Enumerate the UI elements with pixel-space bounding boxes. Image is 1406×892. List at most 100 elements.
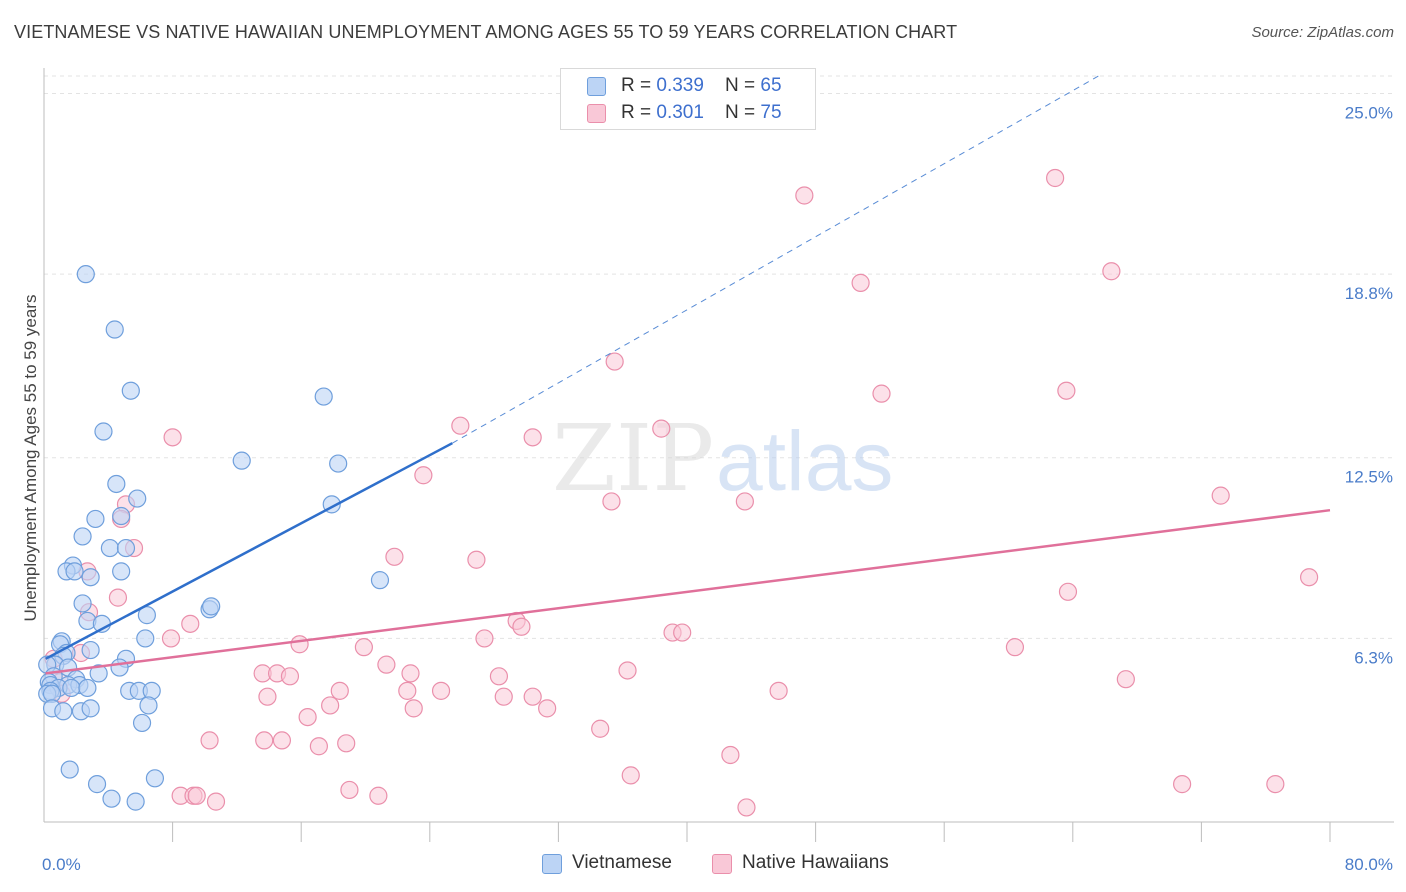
vietnamese-point <box>126 792 145 811</box>
x-tick-label-0: 0.0% <box>42 855 81 874</box>
native-hawaiians-point <box>523 428 542 447</box>
native-hawaiians-point <box>851 273 870 292</box>
native-hawaiians-point <box>538 699 557 718</box>
watermark: ZIP atlas <box>552 405 893 512</box>
vietnamese-point <box>76 265 95 284</box>
native-hawaiians-point <box>1300 568 1319 587</box>
vietnamese-point <box>81 568 100 587</box>
vietnamese-point <box>81 640 100 660</box>
vietnamese-point <box>370 571 390 590</box>
native-hawaiians-point <box>475 629 494 648</box>
native-hawaiians-point <box>1057 381 1076 400</box>
native-hawaiians-point <box>290 635 309 654</box>
vietnamese-point <box>60 760 79 779</box>
vietnamese-point <box>102 789 121 808</box>
watermark-atlas: atlas <box>716 414 893 508</box>
native-hawaiians-point <box>255 731 274 750</box>
native-hawaiians-point <box>414 466 433 485</box>
vietnamese-point <box>202 597 221 616</box>
native-hawaiians-point <box>1211 486 1230 505</box>
native-hawaiians-point <box>769 681 788 700</box>
legend-n-value-vietnamese: 65 <box>760 75 782 96</box>
native-hawaiians-point <box>451 416 470 435</box>
native-hawaiians-point <box>431 681 451 700</box>
native-hawaiians-point <box>621 766 640 785</box>
native-hawaiians-point <box>735 492 754 511</box>
native-hawaiians-point <box>258 687 277 706</box>
vietnamese-point <box>94 422 113 441</box>
vietnamese-point <box>232 451 251 470</box>
vietnamese-point <box>89 664 108 683</box>
legend-n-value-hawaiians: 75 <box>760 102 782 123</box>
vietnamese-point <box>87 775 107 794</box>
native-hawaiians-point <box>272 731 292 750</box>
native-hawaiians-point <box>298 707 317 727</box>
native-hawaiians-point <box>398 681 417 700</box>
legend-swatch-vietnamese <box>587 77 606 96</box>
native-hawaiians-point <box>330 681 349 700</box>
vietnamese-trend-line <box>45 442 453 660</box>
x-tick-label-1: 80.0% <box>1345 855 1393 874</box>
vietnamese-point <box>137 606 156 625</box>
legend-stats: R = 0.339 N = 65 R = 0.301 N = 75 <box>560 68 816 130</box>
vietnamese-points <box>38 265 390 811</box>
trend-lines <box>45 75 1331 675</box>
native-hawaiians-point <box>872 384 891 403</box>
vietnamese-point <box>329 454 348 473</box>
native-hawaiians-points <box>44 168 1319 817</box>
native-hawaiians-point <box>489 667 509 686</box>
vietnamese-point <box>112 562 131 581</box>
legend-r-value-hawaiians: 0.301 <box>656 102 704 123</box>
vietnamese-point <box>107 474 126 494</box>
native-hawaiians-point <box>494 687 513 706</box>
vietnamese-point <box>145 769 165 788</box>
vietnamese-point <box>314 387 333 406</box>
watermark-zip: ZIP <box>552 405 714 512</box>
y-tick-label-0: 6.3% <box>1354 648 1393 667</box>
vietnamese-point <box>105 320 124 339</box>
vietnamese-point <box>139 696 158 715</box>
native-hawaiians-point <box>321 696 340 715</box>
native-hawaiians-point <box>1005 638 1025 657</box>
native-hawaiians-point <box>206 792 226 811</box>
native-hawaiians-point <box>605 352 624 371</box>
tick-labels: 6.3% 12.5% 18.8% 25.0% 0.0% 80.0% <box>42 103 1393 874</box>
native-hawaiians-point <box>795 186 814 205</box>
legend-swatch-hawaiians <box>587 104 606 123</box>
vietnamese-trend-extension <box>452 75 1099 444</box>
chart-title: VIETNAMESE VS NATIVE HAWAIIAN UNEMPLOYME… <box>14 22 958 42</box>
native-hawaiians-point <box>354 638 373 657</box>
native-hawaiians-point <box>512 617 531 636</box>
native-hawaiians-point <box>280 667 300 686</box>
native-hawaiians-point <box>1102 262 1121 281</box>
native-hawaiians-point <box>602 492 621 511</box>
native-hawaiians-point <box>1046 168 1065 188</box>
native-hawaiians-point <box>340 780 359 800</box>
native-hawaiians-point <box>161 629 181 648</box>
native-hawaiians-point <box>1116 670 1135 689</box>
y-tick-label-3: 25.0% <box>1345 103 1393 122</box>
legend-r-label: R = <box>621 102 657 123</box>
legend-n-label: N = <box>725 102 761 123</box>
native-hawaiians-point <box>737 798 756 817</box>
native-hawaiians-point <box>591 719 610 738</box>
native-hawaiians-point <box>377 655 396 674</box>
vietnamese-point <box>121 381 140 400</box>
y-tick-label-2: 18.8% <box>1345 284 1393 303</box>
vietnamese-point <box>110 658 129 677</box>
native-hawaiians-point <box>163 428 182 447</box>
native-hawaiians-point <box>200 731 219 750</box>
legend-swatch-vietnamese <box>542 854 562 874</box>
legend-swatch-hawaiians <box>712 854 732 874</box>
native-hawaiians-point <box>721 745 740 765</box>
native-hawaiians-point <box>673 623 692 642</box>
vietnamese-point <box>78 678 97 698</box>
native-hawaiians-point <box>652 419 671 438</box>
native-hawaiians-point <box>618 661 637 680</box>
vietnamese-point <box>65 562 84 581</box>
source-label: Source: ZipAtlas.com <box>1251 24 1394 41</box>
vietnamese-point <box>112 506 131 526</box>
vietnamese-point <box>128 489 147 508</box>
y-tick-label-1: 12.5% <box>1345 468 1393 487</box>
